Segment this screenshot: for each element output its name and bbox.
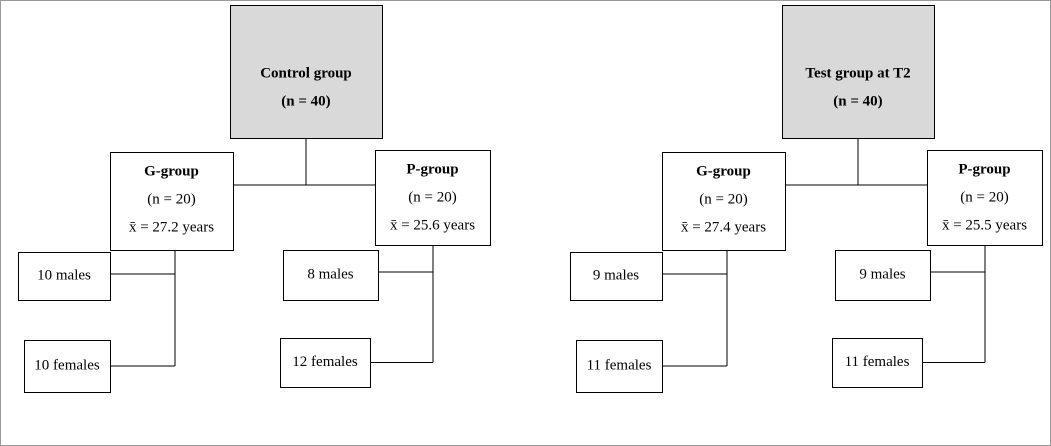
label: 8 males bbox=[307, 266, 353, 282]
group-box bbox=[662, 152, 786, 251]
label: x̄ = 27.4 years bbox=[681, 219, 766, 235]
label: 11 females bbox=[845, 354, 910, 370]
label: x̄ = 25.5 years bbox=[942, 217, 1027, 233]
label: (n = 20) bbox=[699, 191, 747, 207]
group-box bbox=[375, 150, 491, 246]
males-box bbox=[570, 252, 663, 301]
label: 10 females bbox=[34, 357, 100, 373]
group-box bbox=[110, 152, 234, 251]
label: 9 males bbox=[593, 267, 639, 283]
root-box bbox=[230, 5, 383, 139]
label: G-group bbox=[696, 163, 751, 179]
label: Test group at T2 bbox=[805, 65, 910, 81]
label: 12 females bbox=[292, 354, 358, 370]
females-box bbox=[832, 338, 923, 388]
label: P-group bbox=[406, 161, 458, 177]
group-box bbox=[927, 150, 1043, 246]
label: (n = 20) bbox=[408, 189, 456, 205]
label: Control group bbox=[260, 65, 352, 81]
label: P-group bbox=[958, 161, 1010, 177]
label: 10 males bbox=[37, 267, 91, 283]
label: x̄ = 25.6 years bbox=[390, 217, 475, 233]
label: 9 males bbox=[859, 266, 905, 282]
label: x̄ = 27.2 years bbox=[129, 219, 214, 235]
females-box bbox=[576, 340, 663, 393]
label: (n = 20) bbox=[960, 189, 1008, 205]
males-box bbox=[283, 250, 379, 301]
label: 11 females bbox=[587, 357, 652, 373]
label: G-group bbox=[144, 163, 199, 179]
males-box bbox=[18, 252, 111, 301]
males-box bbox=[835, 250, 931, 301]
label: (n = 40) bbox=[281, 93, 330, 109]
label: (n = 40) bbox=[833, 93, 882, 109]
label: (n = 20) bbox=[147, 191, 195, 207]
